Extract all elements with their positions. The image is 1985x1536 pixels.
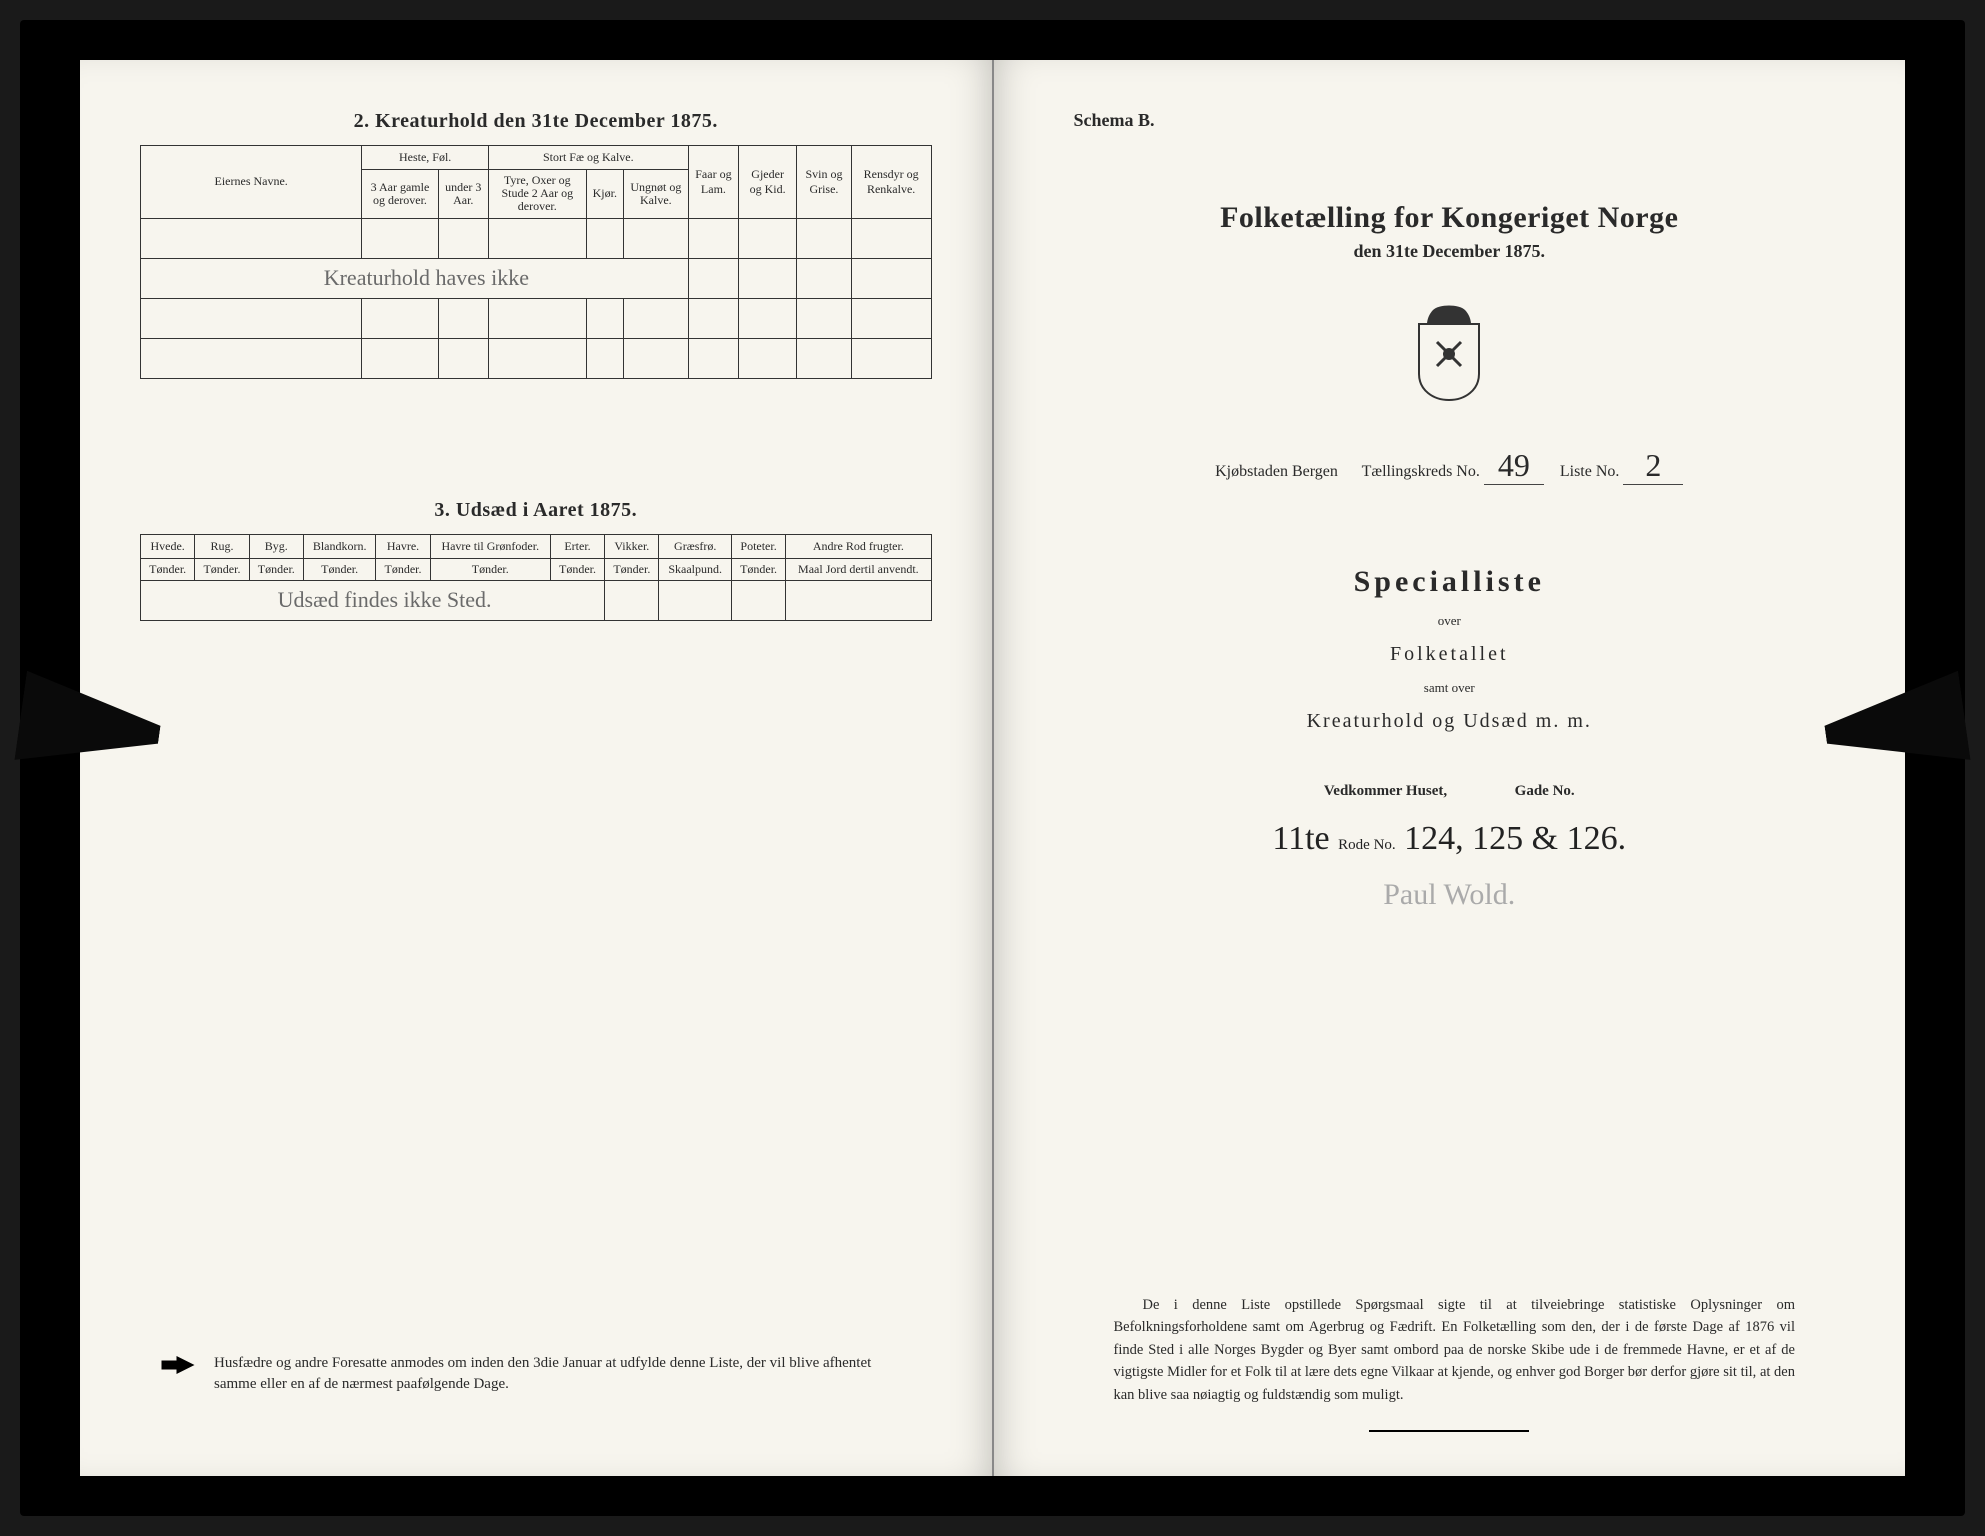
c5: Havre. — [376, 534, 430, 558]
u5: Tønder. — [376, 558, 430, 580]
hand-entry: Kreaturhold haves ikke — [141, 258, 689, 298]
rode-label: Rode No. — [1338, 837, 1396, 853]
c7: Erter. — [550, 534, 604, 558]
samt: samt over — [1054, 680, 1846, 696]
kreaturhold-line: Kreaturhold og Udsæd m. m. — [1054, 710, 1846, 733]
col-goat: Gjeder og Kid. — [739, 146, 797, 219]
vedkommer: Vedkommer Huset, — [1324, 783, 1447, 799]
section2-title: 2. Kreaturhold den 31te December 1875. — [140, 110, 932, 133]
schema-label: Schema B. — [1074, 110, 1846, 131]
hand-entry: Udsæd findes ikke Sted. — [141, 580, 605, 620]
u6: Tønder. — [430, 558, 550, 580]
cattle-b: Kjør. — [586, 170, 623, 219]
rode-line: 11te Rode No. 124, 125 & 126. — [1054, 820, 1846, 858]
u10: Tønder. — [731, 558, 785, 580]
u11: Maal Jord dertil anvendt. — [786, 558, 931, 580]
table-udsaed: Hvede. Rug. Byg. Blandkorn. Havre. Havre… — [140, 534, 932, 621]
gade-label: Gade No. — [1515, 783, 1575, 799]
c2: Rug. — [195, 534, 249, 558]
specialliste-heading: Specialliste — [1054, 565, 1846, 599]
table-row — [141, 298, 932, 338]
col-rein: Rensdyr og Renkalve. — [851, 146, 931, 219]
c4: Blandkorn. — [303, 534, 375, 558]
c8: Vikker. — [605, 534, 659, 558]
col-pig: Svin og Grise. — [797, 146, 852, 219]
vedkommer-line: Vedkommer Huset, Gade No. — [1054, 783, 1846, 800]
kjobstad: Kjøbstaden Bergen — [1215, 463, 1338, 480]
rode-pre-hw: 11te — [1272, 820, 1329, 857]
cattle-c: Ungnøt og Kalve. — [623, 170, 688, 219]
table-row: Kreaturhold haves ikke — [141, 258, 932, 298]
footnote: Husfædre og andre Foresatte anmodes om i… — [160, 1353, 912, 1397]
signature: Paul Wold. — [1054, 878, 1846, 912]
rule-line — [1369, 1430, 1529, 1432]
pointing-hand-icon — [160, 1353, 196, 1397]
c6: Havre til Grønfoder. — [430, 534, 550, 558]
c9: Græsfrø. — [659, 534, 731, 558]
u7: Tønder. — [550, 558, 604, 580]
cattle-a: Tyre, Oxer og Stude 2 Aar og derover. — [488, 170, 586, 219]
rode-value: 124, 125 & 126. — [1404, 820, 1626, 857]
section3-title: 3. Udsæd i Aaret 1875. — [140, 499, 932, 522]
folketallet: Folketallet — [1054, 643, 1846, 666]
kreds-line: Kjøbstaden Bergen Tællingskreds No. 49 L… — [1054, 447, 1846, 485]
grp-horse: Heste, Føl. — [362, 146, 489, 170]
table-row — [141, 338, 932, 378]
u4: Tønder. — [303, 558, 375, 580]
u9: Skaalpund. — [659, 558, 731, 580]
u3: Tønder. — [249, 558, 303, 580]
table-kreaturhold: Eiernes Navne. Heste, Føl. Stort Fæ og K… — [140, 145, 932, 379]
page-subtitle: den 31te December 1875. — [1054, 241, 1846, 262]
c10: Poteter. — [731, 534, 785, 558]
c3: Byg. — [249, 534, 303, 558]
c1: Hvede. — [141, 534, 195, 558]
col-owner: Eiernes Navne. — [141, 146, 362, 219]
table-row: Udsæd findes ikke Sted. — [141, 580, 932, 620]
kreds-value: 49 — [1484, 447, 1544, 485]
book-spread: 2. Kreaturhold den 31te December 1875. E… — [80, 60, 1905, 1476]
coat-of-arms-icon — [1054, 302, 1846, 407]
page-title: Folketælling for Kongeriget Norge — [1054, 201, 1846, 235]
explanatory-paragraph: De i denne Liste opstillede Spørgsmaal s… — [1114, 1294, 1796, 1406]
c11: Andre Rod frugter. — [786, 534, 931, 558]
col-sheep: Faar og Lam. — [688, 146, 738, 219]
kreds-label: Tællingskreds No. — [1362, 463, 1480, 480]
scanner-frame: 2. Kreaturhold den 31te December 1875. E… — [20, 20, 1965, 1516]
table-row — [141, 218, 932, 258]
page-right: Schema B. Folketælling for Kongeriget No… — [994, 60, 1906, 1476]
over1: over — [1054, 613, 1846, 629]
u1: Tønder. — [141, 558, 195, 580]
u2: Tønder. — [195, 558, 249, 580]
grp-cattle: Stort Fæ og Kalve. — [488, 146, 688, 170]
page-left: 2. Kreaturhold den 31te December 1875. E… — [80, 60, 994, 1476]
horse-b: under 3 Aar. — [438, 170, 488, 219]
liste-value: 2 — [1623, 447, 1683, 485]
horse-a: 3 Aar gamle og derover. — [362, 170, 438, 219]
u8: Tønder. — [605, 558, 659, 580]
liste-label: Liste No. — [1560, 463, 1620, 480]
footnote-text: Husfædre og andre Foresatte anmodes om i… — [214, 1353, 912, 1397]
